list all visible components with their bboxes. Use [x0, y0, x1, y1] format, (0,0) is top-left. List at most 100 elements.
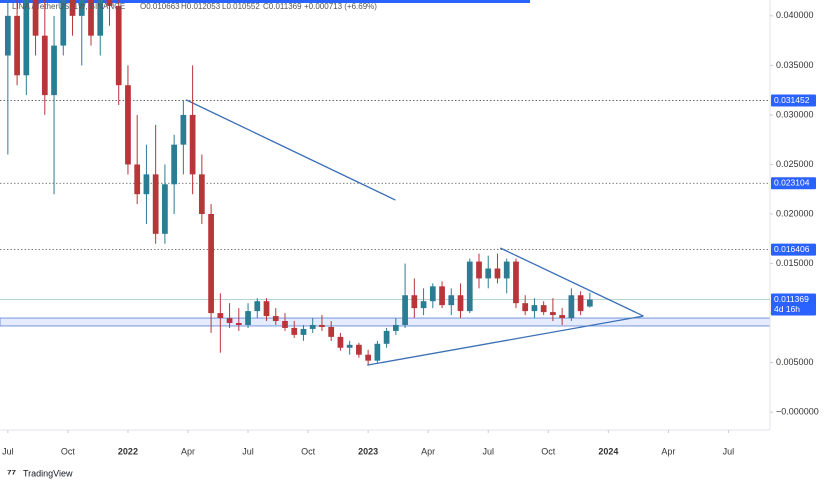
candle-body [429, 286, 436, 302]
top-stripe [0, 0, 530, 3]
x-tick-label: 2024 [598, 446, 618, 456]
ohlc-value: O0.010663 [140, 2, 180, 11]
y-tick-label: 0.030000 [776, 109, 814, 119]
ohlc-legend: O0.010663 H0.012053 L0.010552 C0.011369 +0.0… [140, 2, 377, 11]
candle-body [374, 343, 381, 361]
candle-body [106, 0, 113, 6]
candle-body [14, 15, 20, 76]
y-tick-label: 0.020000 [776, 208, 814, 218]
candle-body [309, 324, 316, 329]
y-tick-label: −0.000000 [776, 407, 819, 417]
candle-body [23, 0, 30, 76]
x-tick-label: Oct [301, 446, 316, 456]
candle-body [97, 0, 104, 36]
price-label-box [771, 243, 816, 256]
candle-body [531, 305, 538, 312]
y-tick-label: 0.005000 [776, 357, 814, 367]
price-label: 0.016406 [774, 244, 810, 254]
candle-body [189, 114, 196, 175]
candle-body [60, 0, 67, 46]
candle-body [439, 286, 445, 306]
support-zone [0, 317, 770, 327]
candle-body [226, 318, 233, 323]
x-tick-label: Apr [421, 446, 435, 456]
candle-body [586, 299, 593, 307]
x-tick-label: Apr [661, 446, 675, 456]
candle-body [152, 174, 159, 234]
ohlc-value: C0.011369 [263, 2, 302, 11]
candle-body [577, 295, 584, 312]
candle-body [162, 184, 168, 234]
candle-body [337, 336, 344, 348]
candle-body [198, 174, 205, 215]
brand-logo: ⁷⁷ TradingView [7, 468, 73, 480]
candle-body [4, 15, 11, 56]
x-tick-label: Oct [541, 446, 556, 456]
candle-body [263, 301, 270, 317]
x-tick-label: 2023 [358, 446, 378, 456]
candle-body [291, 327, 298, 335]
price-label-box [771, 94, 816, 107]
x-tick-label: Oct [61, 446, 76, 456]
candle-body [568, 295, 575, 319]
x-tick-label: 2022 [118, 446, 138, 456]
y-tick-label: 0.025000 [776, 159, 814, 169]
candle-body [540, 305, 547, 313]
trendline [499, 247, 644, 317]
candle-body [115, 5, 122, 86]
countdown: 4d 16h [774, 304, 800, 314]
price-label: 0.011369 [774, 294, 809, 304]
candle-body [300, 328, 307, 335]
candle-body [420, 301, 427, 309]
x-tick-label: Jul [2, 446, 14, 456]
candle-body [282, 321, 288, 328]
price-label: 0.023104 [774, 178, 810, 188]
y-tick-label: 0.015000 [776, 258, 814, 268]
candle-body [51, 45, 57, 96]
axes: 0.040000 0.035000 0.030000 0.025000 0.020000… [2, 10, 819, 456]
candle-body [485, 268, 492, 279]
candle-body [365, 354, 372, 361]
trendline [367, 315, 644, 366]
price-label: 0.031452 [774, 95, 810, 105]
candle-body [272, 316, 279, 322]
logo-mark: ⁷⁷ [7, 468, 17, 480]
candle-body [503, 261, 510, 279]
candle-body [356, 344, 362, 355]
candle-body [402, 295, 408, 325]
price-label-box [771, 293, 816, 316]
candle-body [448, 295, 455, 306]
y-tick-label: 0.035000 [776, 60, 814, 70]
plot-area [0, 0, 770, 366]
candle-body [559, 315, 566, 319]
candle-body [217, 313, 224, 319]
candle-body [392, 324, 399, 331]
candle-body [78, 0, 85, 16]
candle-body [383, 330, 390, 344]
x-tick-label: Jul [482, 446, 494, 456]
candle-body [134, 164, 141, 195]
candle-body [494, 268, 501, 279]
x-tick-label: Jul [723, 446, 735, 456]
candle-body [235, 322, 242, 325]
symbol: LINA / TetherUS, 1W, BINANCE [12, 2, 125, 11]
candle-body [466, 261, 473, 312]
change: +0.000713 (+6.69%) [304, 2, 377, 11]
candle-body [180, 114, 187, 145]
candle-body [550, 312, 556, 316]
x-tick-label: Jul [242, 446, 254, 456]
candle-body [88, 0, 94, 36]
candle-body [69, 0, 76, 16]
brand: TradingView [23, 468, 73, 478]
candle-body [411, 295, 418, 309]
candle-body [32, 0, 39, 36]
candle-body [41, 35, 48, 96]
trendline [185, 99, 396, 201]
candle-body [457, 295, 464, 312]
candle-body [208, 214, 214, 314]
candle-body [319, 324, 325, 327]
candle-body [346, 344, 353, 348]
candle-body [254, 301, 261, 312]
